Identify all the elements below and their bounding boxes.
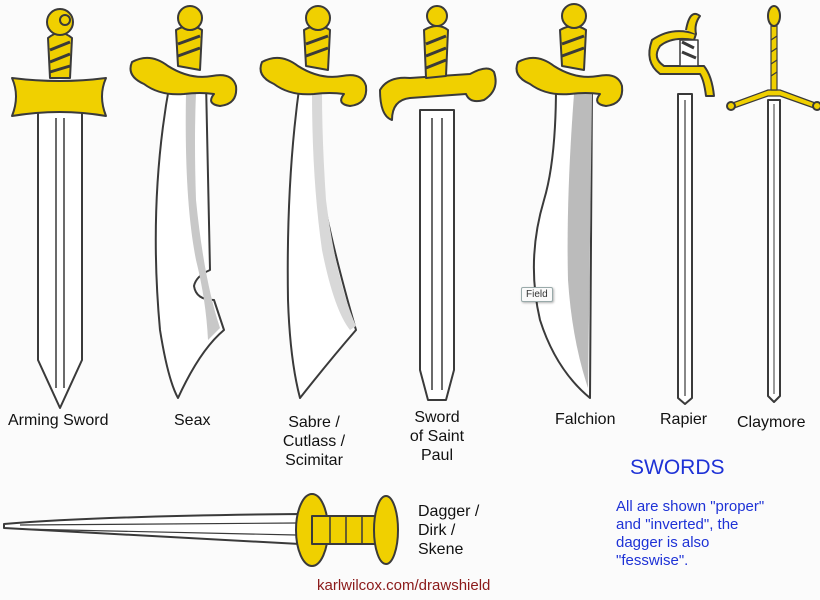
credit-link[interactable]: karlwilcox.com/drawshield <box>317 577 491 594</box>
label-saint-paul-line-1: Sword <box>414 409 460 426</box>
label-dagger-line-2: Dirk / <box>418 522 456 539</box>
label-dagger-line-1: Dagger / <box>418 503 480 520</box>
label-sabre-line-3: Scimitar <box>285 452 343 469</box>
label-seax: Seax <box>174 412 211 429</box>
arming-sword-drawing <box>11 8 107 409</box>
label-sabre-line-1: Sabre / <box>288 414 340 431</box>
note-line-4: "fesswise". <box>616 552 689 569</box>
claymore-drawing <box>726 5 820 403</box>
seax-drawing <box>129 5 238 399</box>
field-tooltip: Field <box>521 287 553 302</box>
sabre-drawing <box>259 5 368 399</box>
note-line-2: and "inverted", the <box>616 516 739 533</box>
label-sabre-line-2: Cutlass / <box>282 433 346 450</box>
label-arming-sword: Arming Sword <box>8 412 109 429</box>
label-dagger-line-3: Skene <box>418 541 464 558</box>
label-falchion: Falchion <box>555 411 616 428</box>
diagram-title: SWORDS <box>630 456 725 479</box>
label-sword-of-saint-paul: Sword of Saint Paul <box>402 408 472 465</box>
note-line-3: dagger is also <box>616 534 710 551</box>
label-rapier: Rapier <box>660 411 708 428</box>
label-saint-paul-line-3: Paul <box>420 447 454 464</box>
rapier-drawing <box>648 12 715 405</box>
note-text: All are shown "proper" and "inverted", t… <box>616 498 816 570</box>
label-sabre: Sabre / Cutlass / Scimitar <box>278 413 350 470</box>
dagger-drawing <box>3 493 399 567</box>
label-claymore: Claymore <box>737 414 806 431</box>
note-line-1: All are shown "proper" <box>616 498 765 515</box>
label-saint-paul-line-2: of Saint <box>409 428 465 445</box>
sword-of-saint-paul-drawing <box>379 5 497 401</box>
falchion-drawing <box>515 3 624 399</box>
label-dagger: Dagger / Dirk / Skene <box>418 502 479 559</box>
